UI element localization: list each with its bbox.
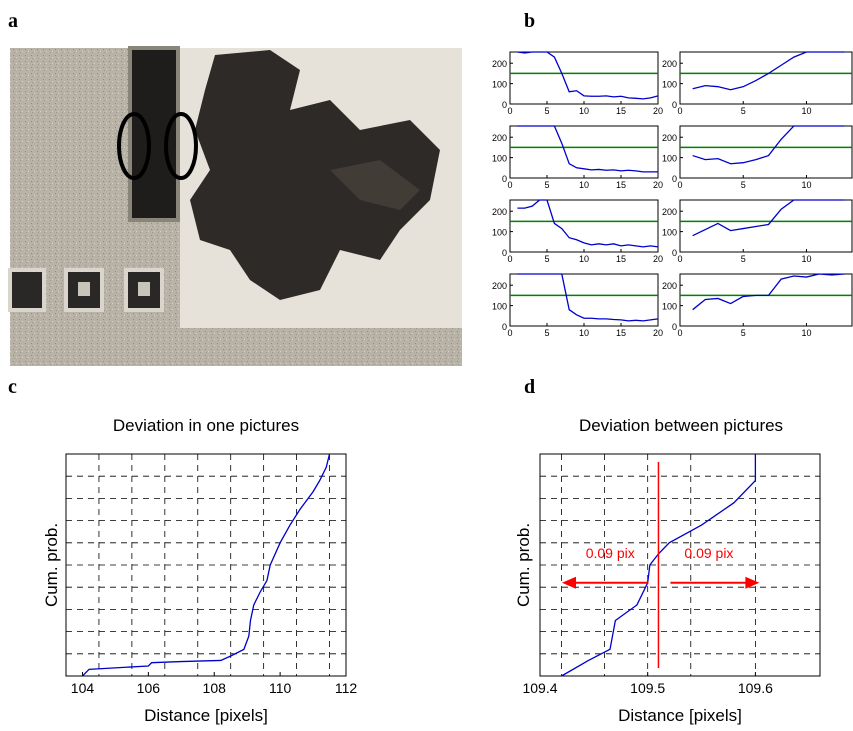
x-tick-label: 109.4: [522, 680, 557, 696]
y-tick-label: 100: [662, 228, 677, 238]
cumulative-probability-line: [561, 454, 757, 677]
chart-d-title: Deviation between pictures: [578, 416, 784, 435]
x-tick-label: 112: [335, 680, 358, 696]
y-tick-label: 200: [492, 59, 507, 69]
panel-letter-c: c: [8, 376, 17, 398]
x-tick-label: 5: [741, 180, 746, 190]
x-tick-label: 20: [653, 106, 663, 116]
x-tick-label: 15: [616, 180, 626, 190]
y-tick-label: 100: [492, 302, 507, 312]
x-tick-label: 10: [801, 254, 811, 264]
chart-d-ylabel: Cum. prob.: [514, 522, 533, 608]
panel-letter-d: d: [524, 376, 536, 398]
x-tick-label: 0: [677, 106, 682, 116]
y-tick-label: 200: [662, 207, 677, 217]
x-tick-label: 10: [579, 180, 589, 190]
x-tick-label: 0: [677, 180, 682, 190]
y-tick-label: 0: [672, 100, 677, 110]
y-tick-label: 0: [502, 174, 507, 184]
chart-c-xlabel: Distance [pixels]: [144, 706, 268, 725]
x-tick-label: 104: [71, 680, 95, 696]
ellipse-marker-right: [164, 112, 198, 180]
y-tick-label: 0: [502, 100, 507, 110]
x-tick-label: 20: [653, 328, 663, 338]
y-tick-label: 200: [492, 133, 507, 143]
y-tick-label: 200: [662, 59, 677, 69]
intensity-profile-line: [692, 273, 845, 311]
x-tick-label: 5: [544, 254, 549, 264]
x-tick-label: 0: [507, 254, 512, 264]
x-tick-label: 15: [616, 106, 626, 116]
intensity-profile-line: [692, 51, 845, 91]
x-tick-label: 5: [741, 254, 746, 264]
panel-letter-b: b: [524, 10, 536, 32]
intensity-profile-line: [692, 199, 845, 237]
x-tick-label: 0: [507, 106, 512, 116]
y-tick-label: 100: [492, 228, 507, 238]
cumulative-probability-line: [82, 453, 331, 677]
right-arrow-head: [745, 576, 760, 589]
x-tick-label: 15: [616, 254, 626, 264]
x-tick-label: 0: [507, 328, 512, 338]
x-tick-label: 0: [507, 180, 512, 190]
intensity-profile-line: [517, 273, 659, 322]
x-tick-label: 109.5: [630, 680, 665, 696]
y-tick-label: 200: [662, 281, 677, 291]
y-tick-label: 200: [492, 207, 507, 217]
intensity-profile-line: [517, 125, 658, 173]
x-tick-label: 10: [579, 254, 589, 264]
plot-frame: [679, 199, 853, 253]
x-tick-label: 5: [544, 180, 549, 190]
x-tick-label: 10: [801, 328, 811, 338]
y-tick-label: 0: [502, 248, 507, 258]
chart-d-xlabel: Distance [pixels]: [618, 706, 742, 725]
x-tick-label: 15: [616, 328, 626, 338]
x-tick-label: 10: [579, 328, 589, 338]
y-tick-label: 100: [492, 154, 507, 164]
plot-frame: [679, 273, 853, 327]
x-tick-label: 106: [137, 680, 161, 696]
y-tick-label: 100: [662, 154, 677, 164]
plot-frame: [539, 453, 821, 677]
y-tick-label: 100: [662, 80, 677, 90]
left-arrow-head: [562, 576, 576, 589]
x-tick-label: 5: [544, 328, 549, 338]
intensity-profile-line: [517, 51, 659, 100]
x-tick-label: 108: [203, 680, 227, 696]
plot-frame: [679, 51, 853, 105]
y-tick-label: 0: [672, 322, 677, 332]
y-tick-label: 100: [492, 80, 507, 90]
y-tick-label: 0: [672, 174, 677, 184]
x-tick-label: 20: [653, 180, 663, 190]
x-tick-label: 5: [741, 328, 746, 338]
y-tick-label: 0: [502, 322, 507, 332]
x-tick-label: 110: [269, 680, 292, 696]
x-tick-label: 109.6: [738, 680, 773, 696]
ellipse-marker-left: [117, 112, 151, 180]
y-tick-label: 100: [662, 302, 677, 312]
y-tick-label: 0: [672, 248, 677, 258]
y-tick-label: 200: [492, 281, 507, 291]
intensity-profile-line: [692, 125, 845, 165]
panel-letter-a: a: [8, 10, 18, 32]
x-tick-label: 10: [801, 180, 811, 190]
plot-frame: [679, 125, 853, 179]
intensity-profile-line: [517, 199, 659, 248]
right-deviation-label: 0.09 pix: [684, 545, 733, 561]
left-deviation-label: 0.09 pix: [586, 545, 635, 561]
x-tick-label: 20: [653, 254, 663, 264]
x-tick-label: 10: [579, 106, 589, 116]
x-tick-label: 0: [677, 254, 682, 264]
x-tick-label: 0: [677, 328, 682, 338]
chart-c-title: Deviation in one pictures: [112, 416, 300, 435]
x-tick-label: 5: [544, 106, 549, 116]
x-tick-label: 5: [741, 106, 746, 116]
y-tick-label: 200: [662, 133, 677, 143]
x-tick-label: 10: [801, 106, 811, 116]
